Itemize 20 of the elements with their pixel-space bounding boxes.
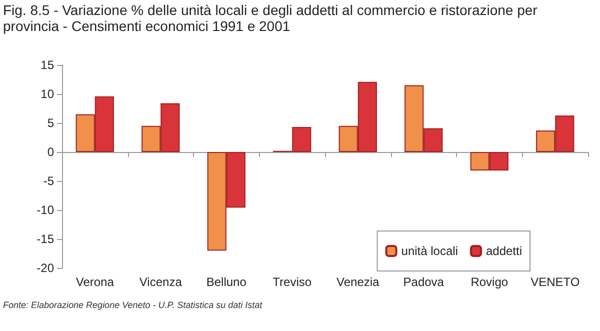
x-tick-label: Treviso xyxy=(272,275,312,289)
x-tick-label: Rovigo xyxy=(470,275,508,289)
y-tick-label: -20 xyxy=(36,261,54,275)
x-tick-label: Vicenza xyxy=(139,275,182,289)
x-tick-label: Belluno xyxy=(206,275,247,289)
legend-label: unità locali xyxy=(401,244,458,258)
legend-label: addetti xyxy=(486,244,522,258)
x-tick-label: Padova xyxy=(403,275,444,289)
y-tick-label: -10 xyxy=(36,203,54,217)
x-tick-label: Venezia xyxy=(336,275,380,289)
chart-title: Fig. 8.5 - Variazione % delle unità locali e degli addetti al commercio e ristorazione per provincia - Censimenti economici 1991 e 2001 xyxy=(3,2,538,34)
y-tick-label: 5 xyxy=(47,116,54,130)
y-tick-label: 15 xyxy=(40,58,54,72)
y-tick-label: -15 xyxy=(36,232,54,246)
y-tick-label: 0 xyxy=(47,145,54,159)
source-note: Fonte: Elaborazione Regione Veneto - U.P. Statistica su dati Istat xyxy=(3,300,262,310)
x-tick-label: Verona xyxy=(76,275,114,289)
y-tick-label: 10 xyxy=(40,87,54,101)
x-tick-label: VENETO xyxy=(530,275,580,289)
y-tick-label: -5 xyxy=(43,174,54,188)
